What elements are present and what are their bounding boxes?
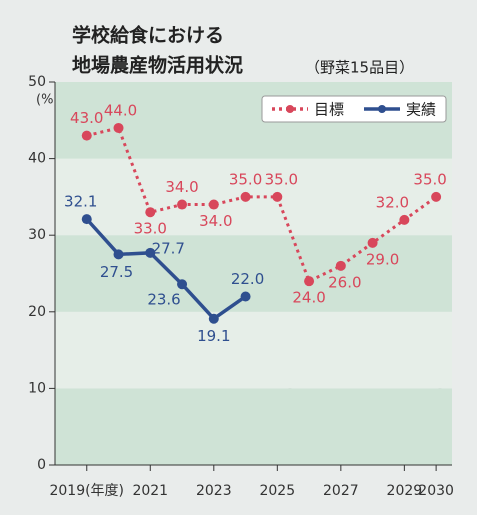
x-tick-label: 2027 <box>323 483 359 499</box>
value-label: 29.0 <box>366 250 399 268</box>
chart-title: 地場農産物活用状況 <box>72 54 243 77</box>
value-label: 35.0 <box>265 170 298 188</box>
y-tick-label: 20 <box>28 304 46 320</box>
point <box>304 276 315 287</box>
legend-label: 実績 <box>406 101 436 119</box>
value-label: 23.6 <box>147 291 180 309</box>
value-label: 19.1 <box>197 327 230 345</box>
x-tick-label: 2029 <box>387 483 423 499</box>
value-label: 35.0 <box>229 170 262 188</box>
point <box>208 199 219 210</box>
point <box>240 191 251 202</box>
point <box>431 191 442 202</box>
point <box>177 279 188 290</box>
point <box>177 199 188 210</box>
chart-subtitle: （野菜15品目） <box>305 59 414 77</box>
point <box>113 122 124 133</box>
legend-box <box>261 95 447 123</box>
x-tick-label: 2019(年度) <box>49 483 124 499</box>
y-tick-label: 10 <box>28 380 46 396</box>
x-tick-label: 2025 <box>259 483 295 499</box>
legend-swatch-dot <box>286 105 294 113</box>
value-label: 22.0 <box>231 270 264 288</box>
point <box>335 260 346 271</box>
y-tick-label: 50 <box>28 74 46 90</box>
x-tick-label: 2023 <box>196 483 232 499</box>
value-label: 34.0 <box>199 212 232 230</box>
band <box>55 388 452 465</box>
value-label: 32.1 <box>64 193 97 211</box>
point <box>145 247 156 258</box>
y-unit: (%) <box>36 93 59 108</box>
value-label: 43.0 <box>70 109 103 127</box>
legend-swatch-dot <box>378 105 386 113</box>
point <box>272 191 283 202</box>
value-label: 44.0 <box>104 101 137 119</box>
value-label: 24.0 <box>292 289 325 307</box>
point <box>145 207 156 218</box>
value-label: 34.0 <box>165 178 198 196</box>
band <box>55 158 452 236</box>
point <box>81 130 92 141</box>
band <box>55 311 452 389</box>
point <box>399 214 410 225</box>
point <box>81 214 92 225</box>
value-label: 27.7 <box>152 239 185 257</box>
point <box>367 237 378 248</box>
band <box>55 235 452 312</box>
x-tick-label: 2030 <box>418 483 454 499</box>
series-line <box>86 126 437 284</box>
y-tick-label: 40 <box>28 151 46 167</box>
y-tick-label: 0 <box>37 457 46 473</box>
chart-title: 学校給食における <box>72 24 224 47</box>
legend-label: 目標 <box>314 101 344 119</box>
point <box>208 313 219 324</box>
point <box>113 249 124 260</box>
series-line <box>85 217 247 322</box>
value-label: 35.0 <box>413 170 446 188</box>
value-label: 32.0 <box>376 193 409 211</box>
value-label: 33.0 <box>134 220 167 238</box>
y-tick-label: 30 <box>28 227 46 243</box>
value-label: 27.5 <box>100 263 133 281</box>
value-label: 26.0 <box>328 273 361 291</box>
point <box>240 291 251 302</box>
x-tick-label: 2021 <box>132 483 168 499</box>
